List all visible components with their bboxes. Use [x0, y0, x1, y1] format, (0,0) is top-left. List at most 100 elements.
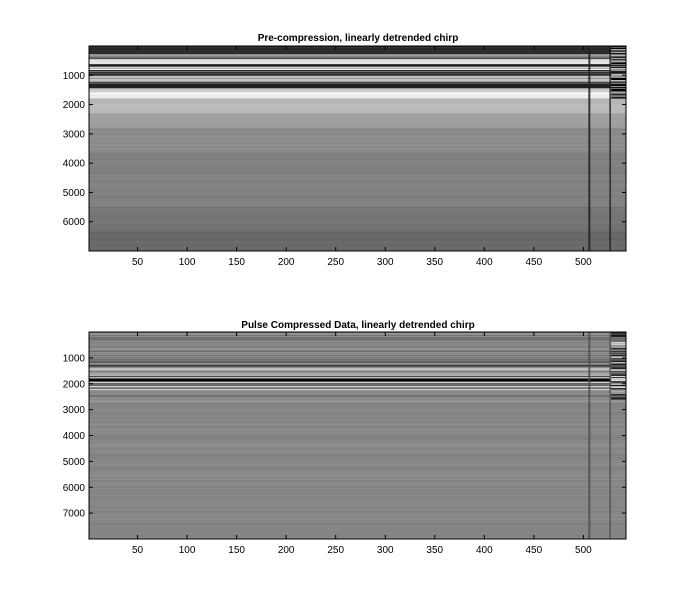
pre-compression-band-row — [89, 187, 626, 189]
pulse-compressed-band-row — [89, 504, 626, 506]
pre-compression-band-row — [89, 52, 626, 54]
pulse-compressed-right-block-row — [611, 339, 626, 341]
pre-compression-band-row — [89, 223, 626, 225]
pulse-compressed-band-row — [89, 406, 626, 408]
pulse-compressed-band-row — [89, 413, 626, 415]
pulse-compressed-band-row — [89, 382, 626, 385]
pre-compression-band-row — [89, 199, 626, 201]
pulse-compressed-band-row — [89, 448, 626, 450]
pre-compression-band-row — [89, 148, 626, 150]
pre-compression-band-row — [89, 141, 626, 143]
pre-compression-band-row — [89, 90, 626, 92]
pre-compression-band-row — [89, 80, 626, 82]
pulse-compressed-band-row — [89, 429, 626, 431]
pre-compression-band-row — [89, 71, 626, 73]
pulse-compressed-band-row — [89, 436, 626, 438]
pre-compression-xtick-label: 50 — [132, 257, 144, 268]
pulse-compressed-band-row — [89, 456, 626, 458]
pre-compression-right-block-row — [611, 83, 626, 85]
pre-compression-band-row — [89, 85, 626, 87]
pulse-compressed-band-row — [89, 447, 626, 449]
pre-compression-band-row — [89, 72, 626, 74]
pre-compression-band-row — [89, 225, 626, 227]
pre-compression-right-block-row — [611, 86, 626, 88]
pre-compression-right-block-row — [611, 79, 626, 81]
pulse-compressed-band-row — [89, 378, 626, 381]
pulse-compressed-band-row — [89, 392, 626, 394]
pulse-compressed-band-row — [89, 461, 626, 463]
pulse-compressed-band-row — [89, 343, 626, 345]
pulse-compressed-band-row — [89, 467, 626, 469]
pulse-compressed-band-row — [89, 422, 626, 424]
pre-compression-band-row — [89, 192, 626, 194]
pre-compression-xtick-label: 350 — [426, 257, 443, 268]
pulse-compressed-band-row — [89, 358, 626, 360]
pulse-compressed-band-row — [89, 375, 626, 378]
pulse-compressed-right-block-row — [611, 341, 626, 343]
pre-compression-band-row — [89, 220, 626, 222]
pulse-compressed-band-row — [89, 530, 626, 532]
pulse-compressed-band-row — [89, 452, 626, 454]
pre-compression-title: Pre-compression, linearly detrended chir… — [258, 33, 459, 44]
pulse-compressed-right-block-row — [611, 379, 626, 381]
pre-compression-right-block-row — [611, 65, 626, 67]
pulse-compressed-band-row — [89, 357, 626, 359]
pre-compression-right-block-row — [611, 81, 626, 83]
pulse-compressed-ticks: 50 100 150 200 250 300 350 400 450 500 1000 2000 300… — [63, 332, 626, 556]
pre-compression-band-row — [89, 121, 626, 123]
pre-compression-band-row — [89, 249, 626, 251]
pre-compression-band-row — [89, 67, 626, 69]
pulse-compressed-band-row — [89, 411, 626, 413]
pre-compression-band-row — [89, 188, 626, 190]
pulse-compressed-right-block-row — [611, 398, 626, 400]
pre-compression-band-row — [89, 143, 626, 145]
pulse-compressed-band-row — [89, 374, 626, 376]
pulse-compressed-right-block-row — [611, 399, 626, 401]
pre-compression-band-row — [89, 56, 626, 58]
pre-compression-band-row — [89, 173, 626, 175]
pulse-compressed-band-row — [89, 419, 626, 421]
pre-compression-band-row — [89, 53, 626, 55]
pre-compression-right-block-row — [611, 48, 626, 50]
pulse-compressed-band-row — [89, 363, 626, 365]
pulse-compressed-band-row — [89, 508, 626, 510]
pulse-compressed-band-row — [89, 489, 626, 491]
pulse-compressed-band-row — [89, 498, 626, 500]
pre-compression-band-row — [89, 222, 626, 224]
pre-compression-right-block-row — [611, 76, 626, 78]
pre-compression-band-row — [89, 210, 626, 212]
pulse-compressed-band-row — [89, 440, 626, 442]
pulse-compressed-band-row — [89, 511, 626, 513]
pulse-compressed-band-row — [89, 389, 626, 392]
pre-compression-band-row — [89, 126, 626, 128]
pulse-compressed-band-row — [89, 462, 626, 464]
pulse-compressed-band-row — [89, 333, 626, 335]
pulse-compressed-ytick-label: 2000 — [63, 379, 86, 390]
pulse-compressed-ytick-label: 3000 — [63, 405, 86, 416]
pulse-compressed-band-row — [89, 401, 626, 403]
pulse-compressed-band-row — [89, 399, 626, 401]
pulse-compressed-band-row — [89, 340, 626, 342]
pulse-compressed-band-row — [89, 502, 626, 504]
pre-compression-band-row — [89, 131, 626, 133]
pre-compression-band-row — [89, 247, 626, 249]
pre-compression-band-row — [89, 54, 626, 56]
pre-compression-band-row — [89, 109, 626, 111]
pulse-compressed-band-row — [89, 435, 626, 437]
pulse-compressed-band-row — [89, 453, 626, 455]
pulse-compressed-band-row — [89, 472, 626, 474]
pre-compression-band-row — [89, 102, 626, 104]
pulse-compressed-right-block-row — [611, 338, 626, 340]
pulse-compressed-band-row — [89, 441, 626, 443]
pulse-compressed-right-block-row — [611, 357, 626, 359]
pre-compression-right-block-row — [611, 88, 626, 90]
pulse-compressed-band-row — [89, 451, 626, 453]
pre-compression-band-row — [89, 184, 626, 186]
pulse-compressed-band-row — [89, 471, 626, 473]
pre-compression-band-row — [89, 185, 626, 187]
pre-compression-band-row — [89, 243, 626, 245]
pre-compression-band-row — [89, 208, 626, 210]
pre-compression-band-row — [89, 227, 626, 229]
pulse-compressed-right-block-row — [611, 361, 626, 363]
pre-compression-xtick-label: 100 — [179, 257, 196, 268]
